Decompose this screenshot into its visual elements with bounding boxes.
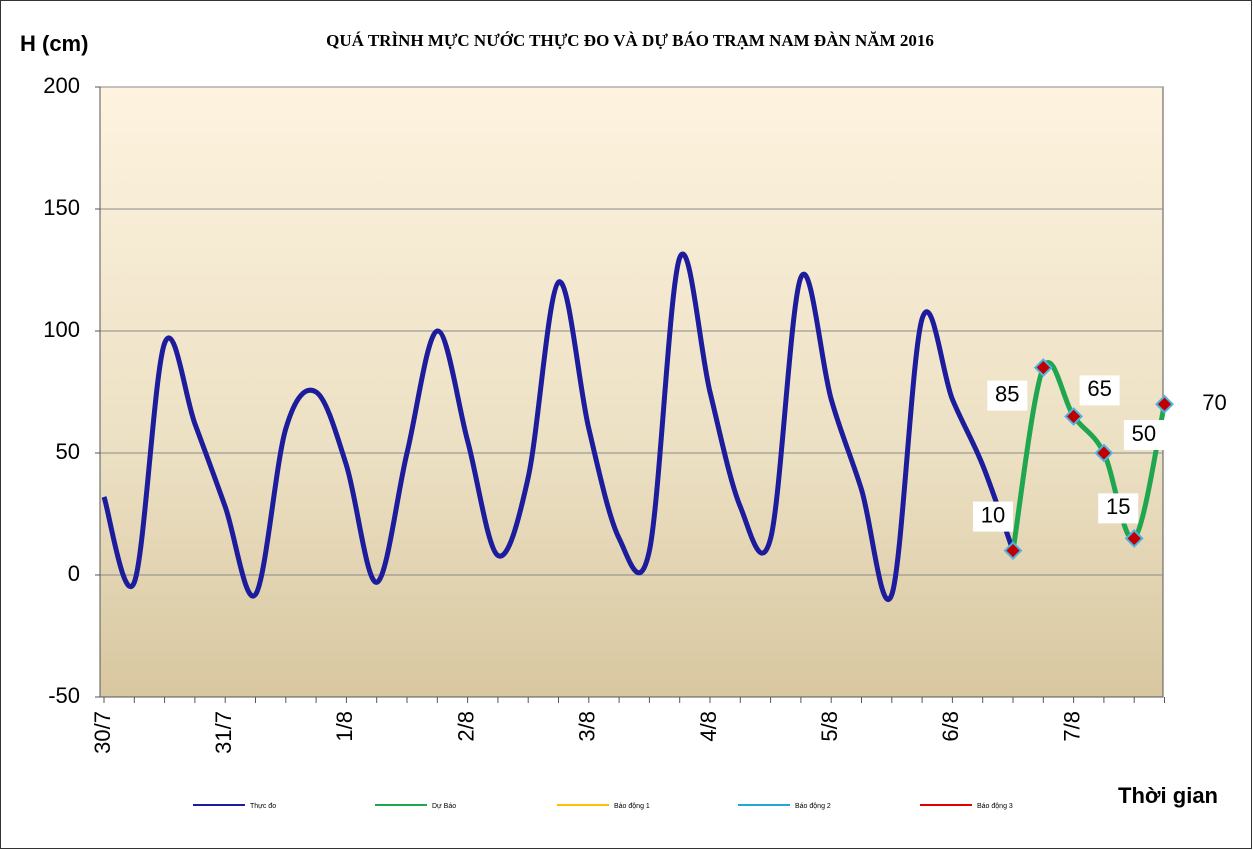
legend-label: Báo động 3 (977, 803, 1013, 810)
data-label: 15 (1106, 494, 1130, 519)
marker (1155, 394, 1174, 414)
x-tick-label: 5/8 (817, 711, 842, 742)
legend-label: Báo động 1 (614, 803, 650, 810)
y-tick-label: 50 (56, 439, 80, 464)
data-label-bg (1194, 389, 1235, 420)
x-tick-label: 6/8 (938, 711, 963, 742)
x-tick-label: 30/7 (90, 711, 115, 754)
series-line (101, 251, 1016, 602)
y-tick-label: 200 (43, 73, 80, 98)
y-tick-label: 150 (43, 195, 80, 220)
legend-label: Dự Báo (432, 803, 456, 810)
data-label-bg (1079, 375, 1120, 406)
data-label: 65 (1087, 376, 1111, 401)
y-tick-label: 100 (43, 317, 80, 342)
x-axis-title: Thời gian (1118, 783, 1218, 808)
x-tick-label: 2/8 (453, 711, 478, 742)
data-label: 85 (995, 381, 1019, 406)
data-label: 10 (981, 502, 1005, 527)
legend-label: Thực đo (250, 803, 276, 810)
series-line (1010, 360, 1167, 552)
data-label: 50 (1132, 421, 1156, 446)
x-tick-label: 31/7 (211, 711, 236, 754)
legend-label: Báo động 2 (795, 803, 831, 810)
plot-area (99, 86, 1164, 698)
data-label-bg (973, 501, 1013, 532)
chart-title: QUÁ TRÌNH MỰC NƯỚC THỰC ĐO VÀ DỰ BÁO TRẠ… (326, 31, 934, 50)
x-tick-label: 4/8 (696, 711, 721, 742)
data-label-bg (1123, 420, 1164, 450)
marker (1094, 443, 1114, 463)
x-tick-label: 1/8 (332, 711, 357, 742)
data-label: 70 (1202, 390, 1226, 415)
data-label-bg (987, 380, 1028, 411)
y-axis-title: H (cm) (20, 31, 88, 56)
marker (1064, 406, 1084, 426)
y-tick-label: -50 (48, 683, 80, 708)
marker (1124, 528, 1144, 548)
data-label-bg (1098, 493, 1139, 524)
x-tick-label: 7/8 (1059, 711, 1084, 742)
marker (1033, 358, 1053, 378)
marker (1003, 541, 1023, 561)
y-tick-label: 0 (68, 561, 80, 586)
x-tick-label: 3/8 (575, 711, 600, 742)
